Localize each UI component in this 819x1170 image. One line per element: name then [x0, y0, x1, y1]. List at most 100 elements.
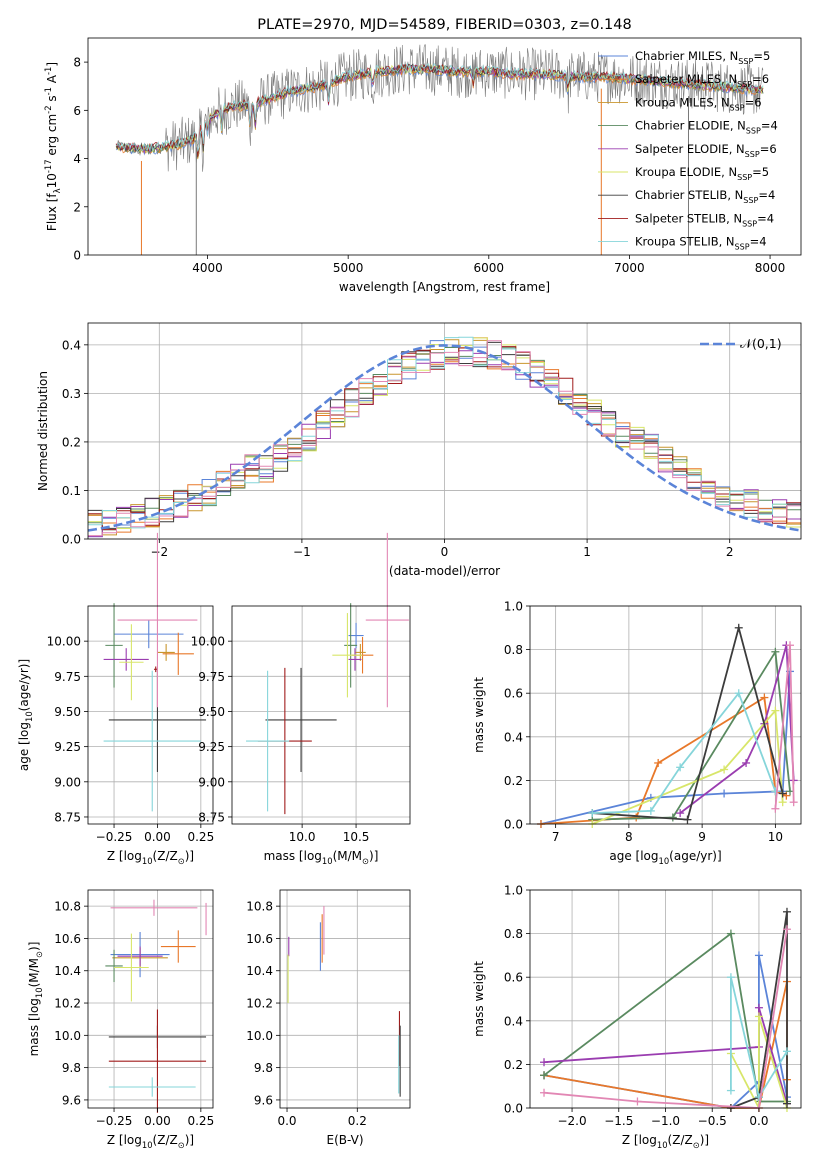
- age-vs-metallicity-panel-plot: [103, 532, 207, 812]
- y-axis-label: Normed distribution: [36, 371, 50, 491]
- y-tick-label: 0.0: [504, 818, 523, 832]
- mass-vs-ebv-panel-grid: [280, 890, 410, 1108]
- y-tick-label: 0.2: [62, 435, 81, 449]
- weight-series-line: [592, 624, 784, 821]
- residual-panel-frame: [87, 322, 802, 540]
- y-tick-label: 0.1: [62, 484, 81, 498]
- residual-panel: −2 −1 0 1 2 0.0 0.1 0.2 0.3 0.4 (data-model)/error…: [36, 322, 802, 578]
- y-tick-label: 9.6: [62, 1093, 81, 1107]
- x-tick-label: −0.25: [96, 1114, 133, 1128]
- y-tick-label: 8: [73, 56, 81, 70]
- y-tick-label: 10.4: [246, 964, 273, 978]
- legend-label: Salpeter STELIB, NSSP=4: [635, 211, 774, 228]
- mass-vs-metallicity-panel: −0.25 0.00 0.25 9.6 9.8 10.0 10.2 10.4 10.6 10.8 Z…: [27, 889, 214, 1150]
- weight-vs-metallicity-panel-plot: [540, 907, 791, 1112]
- y-tick-label: 10.6: [246, 932, 273, 946]
- x-axis-label: E(B-V): [326, 1133, 363, 1147]
- weight-vs-metallicity-panel-frame: [529, 889, 802, 1109]
- age-vs-mass-panel: 10.0 10.5 8.75 9.00 9.25 9.50 9.75 10.00 mass [l…: [191, 532, 411, 866]
- weight-series-line: [543, 931, 787, 1103]
- mass-vs-ebv-panel: 0.0 0.2 9.6 9.8 10.0 10.2 10.4 10.6 10.8 E(B-V): [246, 889, 411, 1147]
- legend-label: Salpeter MILES, NSSP=6: [635, 72, 769, 89]
- y-tick-label: 8.75: [198, 810, 225, 824]
- y-tick-label: 9.25: [54, 740, 81, 754]
- y-tick-label: 0.4: [504, 730, 523, 744]
- x-tick-label: 7: [552, 830, 560, 844]
- x-tick-label: 6000: [474, 261, 505, 275]
- x-tick-label: 8000: [755, 261, 786, 275]
- legend-label: Chabrier ELODIE, NSSP=4: [635, 119, 778, 136]
- y-tick-label: 9.6: [254, 1093, 273, 1107]
- legend-label: Kroupa MILES, NSSP=6: [635, 95, 762, 112]
- mass-vs-metallicity-panel-frame: [87, 889, 214, 1109]
- y-axis-label: Flux [fλ10-17 erg cm-2 s-1 A-1]: [43, 62, 62, 231]
- spectrum-data-line: [115, 44, 764, 172]
- x-tick-label: −2.0: [557, 1114, 586, 1128]
- spectrum-panel-frame: [87, 37, 802, 256]
- legend-label: Kroupa STELIB, NSSP=4: [635, 235, 767, 252]
- residual-legend: 𝒩(0,1): [700, 336, 782, 351]
- y-tick-label: 9.00: [198, 775, 225, 789]
- y-tick-label: 9.00: [54, 775, 81, 789]
- x-axis-label: Z [log10(Z/Z⊙)]: [622, 1133, 709, 1150]
- y-tick-label: 10.6: [54, 932, 81, 946]
- spectrum-model-line: [116, 62, 764, 152]
- x-tick-label: 9: [698, 830, 706, 844]
- normal-curve: [87, 344, 802, 532]
- y-tick-label: 10.00: [47, 635, 81, 649]
- spectrum-legend: Chabrier MILES, NSSP=5 Salpeter MILES, NS…: [598, 49, 778, 252]
- y-tick-label: 9.75: [198, 670, 225, 684]
- y-tick-label: 0.6: [504, 971, 523, 985]
- x-tick-label: −1.5: [604, 1114, 633, 1128]
- x-tick-label: 10.0: [289, 830, 316, 844]
- x-axis-label: Z [log10(Z/Z⊙)]: [107, 849, 194, 866]
- x-tick-label: 0.0: [277, 1114, 296, 1128]
- y-axis-label: mass weight: [472, 677, 486, 753]
- y-tick-label: 0.6: [504, 687, 523, 701]
- x-tick-label: 1: [583, 545, 591, 559]
- weight-vs-age-panel-plot: [536, 623, 798, 828]
- y-tick-label: 10.00: [191, 635, 225, 649]
- y-tick-label: 2: [73, 200, 81, 214]
- y-tick-label: 9.50: [54, 705, 81, 719]
- x-tick-label: 0.25: [187, 830, 214, 844]
- x-tick-label: −0.5: [698, 1114, 727, 1128]
- weight-series-line: [591, 708, 784, 825]
- y-tick-label: 9.75: [54, 670, 81, 684]
- x-axis-label: Z [log10(Z/Z⊙)]: [107, 1133, 194, 1150]
- mass-vs-metallicity-panel-plot: [105, 899, 207, 1113]
- x-tick-label: −2: [150, 545, 168, 559]
- x-axis-label: (data-model)/error: [389, 564, 500, 578]
- y-tick-label: 4: [73, 152, 81, 166]
- chart-title: PLATE=2970, MJD=54589, FIBERID=0303, z=0…: [257, 17, 631, 33]
- weight-series-line: [540, 696, 787, 825]
- y-tick-label: 0.4: [62, 338, 81, 352]
- weight-vs-age-panel: 7 8 9 10 0.0 0.2 0.4 0.6 0.8 1.0 age [log10(age/yr…: [472, 600, 802, 866]
- y-tick-label: 9.8: [62, 1061, 81, 1075]
- age-vs-metallicity-panel: −0.25 0.00 0.25 8.75 9.00 9.25 9.50 9.75 10.00 Z …: [17, 532, 214, 866]
- y-tick-label: 0.2: [504, 1058, 523, 1072]
- x-tick-label: 7000: [614, 261, 645, 275]
- y-tick-label: 0.2: [504, 774, 523, 788]
- x-tick-label: −0.25: [96, 830, 133, 844]
- spectrum-panel: 4000 5000 6000 7000 8000 0 2 4 6 8 wavelength [Ang…: [43, 17, 802, 294]
- y-tick-label: 10.2: [54, 997, 81, 1011]
- x-tick-label: 0.00: [144, 1114, 171, 1128]
- x-tick-label: 0: [441, 545, 449, 559]
- mass-vs-metallicity-panel-grid: [88, 890, 213, 1108]
- y-tick-label: 9.50: [198, 705, 225, 719]
- y-tick-label: 1.0: [504, 884, 523, 898]
- x-axis-label: mass [log10(M/M⊙)]: [264, 849, 379, 866]
- y-tick-label: 10.8: [246, 900, 273, 914]
- legend-label: Chabrier STELIB, NSSP=4: [635, 188, 775, 205]
- x-tick-label: −1.0: [651, 1114, 680, 1128]
- y-tick-label: 8.75: [54, 810, 81, 824]
- legend-label: 𝒩(0,1): [740, 336, 782, 351]
- y-tick-label: 9.8: [254, 1061, 273, 1075]
- mass-vs-ebv-panel-frame: [279, 889, 411, 1109]
- y-tick-label: 1.0: [504, 600, 523, 614]
- x-tick-label: 0.0: [749, 1114, 768, 1128]
- x-tick-label: 4000: [192, 261, 223, 275]
- y-tick-label: 0.8: [504, 643, 523, 657]
